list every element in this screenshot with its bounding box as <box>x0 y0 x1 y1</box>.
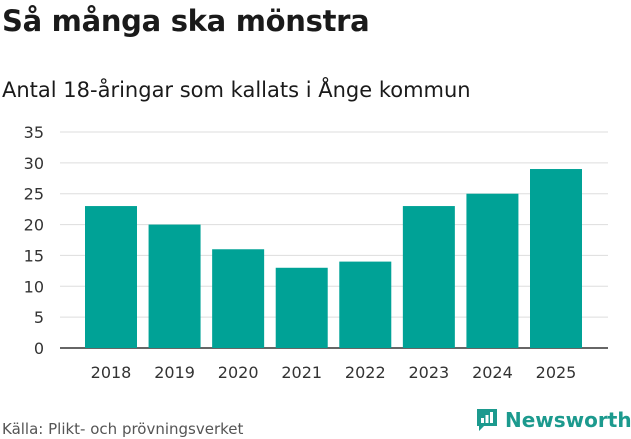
brand-name: Newsworthy <box>505 408 631 432</box>
chart-subtitle: Antal 18-åringar som kallats i Ånge komm… <box>2 78 471 102</box>
x-tick-label: 2021 <box>281 363 322 382</box>
bar-2025 <box>530 169 582 348</box>
y-axis-ticks: 0 5 10 15 20 25 30 35 <box>24 123 44 358</box>
y-tick-label: 15 <box>24 246 44 265</box>
x-tick-label: 2018 <box>91 363 132 382</box>
gridlines <box>60 131 608 349</box>
x-axis-ticks: 2018 2019 2020 2021 2022 2023 2024 2025 <box>91 363 577 382</box>
x-tick-label: 2019 <box>154 363 195 382</box>
newsworthy-logo-icon <box>477 409 497 431</box>
bar-2020 <box>212 249 265 348</box>
x-tick-label: 2025 <box>536 363 577 382</box>
y-tick-label: 20 <box>24 216 44 235</box>
x-tick-label: 2022 <box>345 363 386 382</box>
source-note: Källa: Plikt- och prövningsverket <box>2 420 244 438</box>
bar-2024 <box>466 193 519 348</box>
chart-title: Så många ska mönstra <box>2 4 370 38</box>
x-tick-label: 2020 <box>218 363 259 382</box>
y-tick-label: 35 <box>24 123 44 142</box>
x-tick-label: 2023 <box>408 363 449 382</box>
y-tick-label: 30 <box>24 154 44 173</box>
y-tick-label: 0 <box>34 339 44 358</box>
y-tick-label: 5 <box>34 308 44 327</box>
bars <box>85 169 582 348</box>
bar-2019 <box>148 224 201 348</box>
bar-2021 <box>275 267 328 348</box>
bar-2018 <box>85 206 137 348</box>
bar-2023 <box>402 206 455 348</box>
x-tick-label: 2024 <box>472 363 513 382</box>
brand-logo: Newsworthy <box>475 407 631 433</box>
y-tick-label: 25 <box>24 185 44 204</box>
y-tick-label: 10 <box>24 277 44 296</box>
bar-2022 <box>339 261 392 348</box>
